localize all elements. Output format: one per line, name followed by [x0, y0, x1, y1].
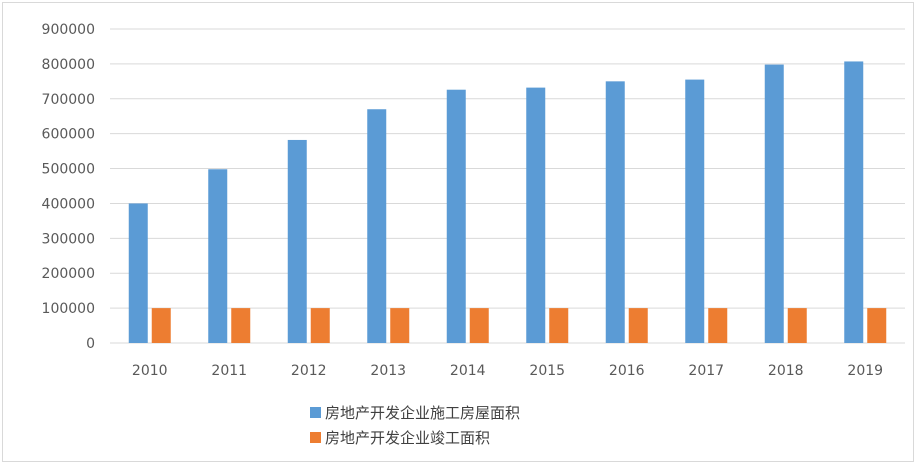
- bar-series-2-2018: [787, 308, 807, 343]
- bar-series-1-2018: [764, 64, 784, 343]
- bar-series-2-2010: [151, 308, 171, 343]
- x-tick-label: 2018: [768, 363, 804, 379]
- y-tick-label: 0: [86, 336, 95, 352]
- y-tick-label: 700000: [42, 92, 95, 108]
- bar-series-1-2010: [128, 203, 148, 343]
- legend-label-1: 房地产开发企业施工房屋面积: [325, 404, 520, 422]
- bar-series-2-2011: [231, 308, 251, 343]
- bar-series-1-2017: [685, 79, 705, 343]
- y-tick-label: 600000: [42, 127, 95, 143]
- x-tick-label: 2013: [370, 363, 406, 379]
- bar-series-2-2012: [310, 308, 330, 343]
- gridlines: [110, 28, 905, 344]
- bar-series-2-2016: [628, 308, 648, 343]
- x-tick-label: 2017: [688, 363, 724, 379]
- legend-swatch-2: [310, 432, 321, 443]
- bars: [128, 61, 887, 344]
- y-axis-ticks: 0 100000 200000 300000 400000 500000 600000 700…: [42, 22, 95, 352]
- bar-series-1-2013: [367, 109, 387, 343]
- y-tick-label: 900000: [42, 22, 95, 38]
- x-tick-label: 2011: [211, 363, 247, 379]
- legend-swatch-1: [310, 407, 321, 418]
- chart-frame: 0 100000 200000 300000 400000 500000 600000 700…: [2, 2, 914, 462]
- bar-series-2-2013: [390, 308, 410, 343]
- legend-label-2: 房地产开发企业竣工面积: [325, 429, 490, 447]
- bar-series-1-2011: [208, 169, 228, 343]
- y-tick-label: 400000: [42, 196, 95, 212]
- bar-series-1-2019: [844, 61, 864, 344]
- x-tick-label: 2015: [529, 363, 565, 379]
- bar-chart: 0 100000 200000 300000 400000 500000 600000 700…: [42, 22, 905, 447]
- x-tick-label: 2012: [291, 363, 327, 379]
- x-axis-ticks: 2010 2011 2012 2013 2014 2015 2016 2017 2018 2019: [132, 363, 883, 379]
- bar-series-2-2015: [549, 308, 569, 343]
- x-tick-label: 2010: [132, 363, 168, 379]
- x-tick-label: 2014: [450, 363, 486, 379]
- bar-series-2-2019: [867, 308, 887, 343]
- bar-series-2-2017: [708, 308, 728, 343]
- y-tick-label: 300000: [42, 231, 95, 247]
- bar-series-2-2014: [469, 308, 489, 343]
- y-tick-label: 100000: [42, 301, 95, 317]
- bar-series-1-2014: [446, 89, 466, 343]
- bar-series-1-2015: [526, 87, 546, 343]
- bar-series-1-2012: [287, 139, 307, 343]
- y-tick-label: 200000: [42, 266, 95, 282]
- y-tick-label: 800000: [42, 57, 95, 73]
- bar-series-1-2016: [605, 81, 625, 343]
- x-tick-label: 2016: [609, 363, 645, 379]
- y-tick-label: 500000: [42, 162, 95, 178]
- x-tick-label: 2019: [847, 363, 883, 379]
